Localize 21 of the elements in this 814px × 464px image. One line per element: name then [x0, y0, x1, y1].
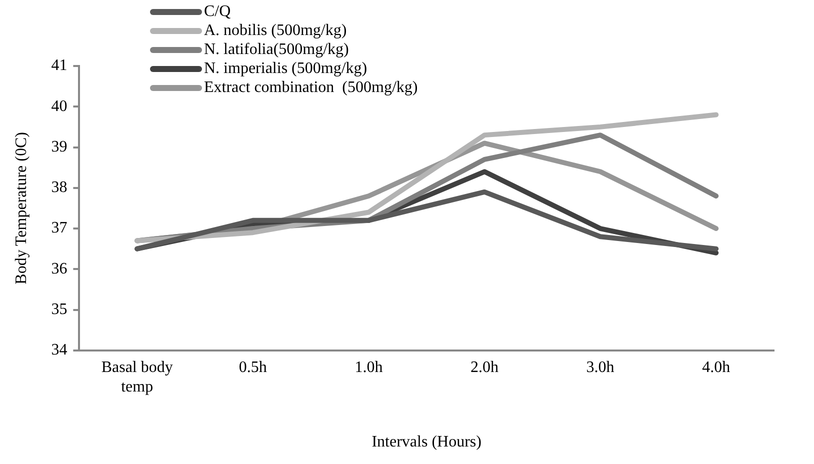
legend-label: C/Q — [204, 2, 231, 21]
y-tick-label: 37 — [51, 220, 68, 237]
y-tick-label: 34 — [51, 342, 68, 359]
y-axis-title: Body Temperature (0C) — [12, 132, 30, 284]
y-tick-label: 35 — [51, 300, 68, 318]
legend-label: N. imperialis (500mg/kg) — [204, 59, 368, 78]
legend-label: A. nobilis (500mg/kg) — [204, 21, 347, 40]
y-tick-label: 40 — [51, 98, 68, 115]
y-tick-label: 36 — [51, 260, 68, 278]
y-tick-label: 41 — [51, 57, 68, 74]
x-axis-title: Intervals (Hours) — [372, 434, 482, 451]
x-tick-label: 0.5h — [238, 359, 267, 376]
x-tick-label: Basal body temp — [101, 359, 173, 396]
legend-label: Extract combination (500mg/kg) — [204, 78, 418, 97]
x-tick-label: 4.0h — [702, 359, 730, 376]
y-tick-label: 39 — [51, 138, 68, 156]
x-tick-label: 2.0h — [470, 359, 498, 376]
x-tick-label: 1.0h — [354, 359, 383, 376]
y-tick-label: 38 — [51, 179, 68, 196]
x-tick-label: 3.0h — [586, 359, 614, 376]
legend-label: N. latifolia(500mg/kg) — [204, 40, 349, 59]
